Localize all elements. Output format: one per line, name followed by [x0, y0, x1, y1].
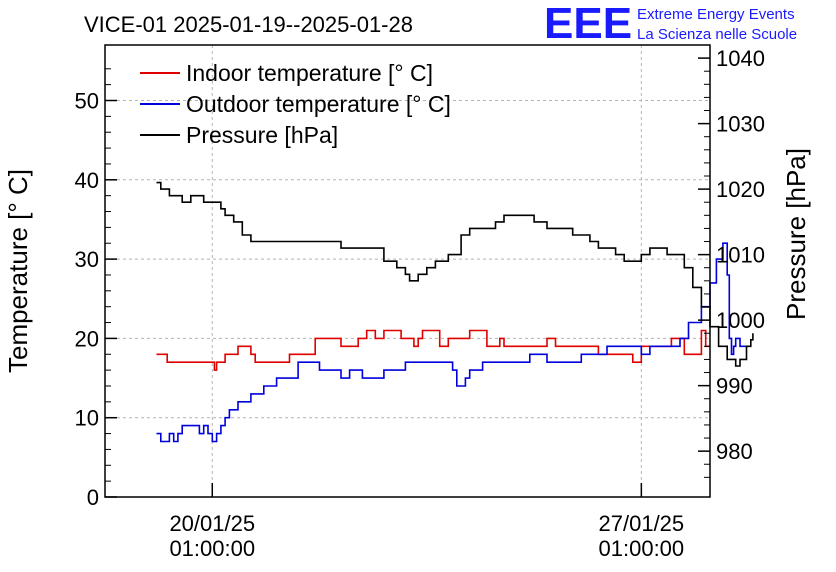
y2-tick-label: 990	[716, 374, 753, 399]
y2-tick-label: 1010	[716, 243, 765, 268]
y2-tick-label: 980	[716, 439, 753, 464]
y-tick-label: 40	[75, 168, 99, 193]
y2-axis-title: Pressure [hPa]	[781, 148, 811, 320]
x-tick-label-time: 01:00:00	[169, 536, 255, 561]
eee-logo: EEE Extreme Energy Events La Scienza nel…	[544, 0, 797, 48]
legend-label-outdoor: Outdoor temperature [° C]	[186, 91, 451, 117]
series-layer	[156, 181, 754, 443]
y-axis-title: Temperature [° C]	[3, 169, 33, 373]
y-tick-label: 0	[87, 485, 99, 510]
legend-label-pressure: Pressure [hPa]	[186, 122, 338, 148]
logo-line1: Extreme Energy Events	[637, 6, 795, 23]
indoor-series-line	[156, 329, 710, 371]
legend: Indoor temperature [° C] Outdoor temperat…	[140, 60, 451, 148]
y-tick-label: 20	[75, 326, 99, 351]
axes: 010203040509809901000101010201030104020/…	[75, 46, 765, 561]
outdoor-series-line	[156, 242, 747, 443]
legend-label-indoor: Indoor temperature [° C]	[186, 60, 433, 86]
y-tick-label: 30	[75, 247, 99, 272]
y2-tick-label: 1000	[716, 308, 765, 333]
y2-tick-label: 1020	[716, 177, 765, 202]
plot-frame	[104, 44, 711, 498]
logo-line2: La Scienza nelle Scuole	[637, 26, 797, 43]
x-tick-label-date: 27/01/25	[599, 511, 685, 536]
chart-title: VICE-01 2025-01-19--2025-01-28	[84, 12, 413, 37]
y2-tick-label: 1030	[716, 112, 765, 137]
pressure-series-line	[156, 181, 754, 367]
y-tick-label: 10	[75, 406, 99, 431]
y2-tick-label: 1040	[716, 46, 765, 71]
x-tick-label-date: 20/01/25	[169, 511, 255, 536]
x-tick-label-time: 01:00:00	[599, 536, 685, 561]
logo-mark: EEE	[544, 0, 632, 48]
y-tick-label: 50	[75, 89, 99, 114]
